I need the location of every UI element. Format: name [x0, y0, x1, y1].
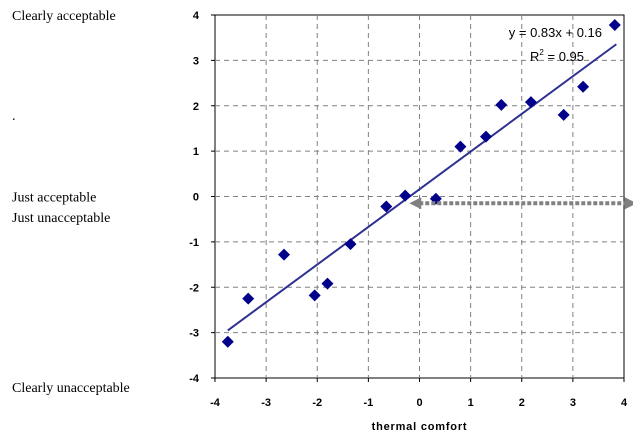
r-squared-prefix: R	[530, 49, 539, 64]
data-point	[321, 277, 334, 290]
acceptability-labels: Clearly acceptable. Just acceptable Just u…	[12, 9, 130, 396]
data-point	[380, 200, 393, 213]
double-arrow	[409, 197, 633, 210]
data-point	[495, 98, 508, 111]
data-point	[278, 248, 291, 261]
x-axis-label: thermal comfort	[372, 421, 468, 433]
x-tick-label: -3	[261, 397, 271, 409]
x-tick-label: 1	[468, 397, 474, 409]
x-tick-label: -4	[210, 397, 221, 409]
y-tick-label: -4	[189, 373, 200, 385]
x-tick-label: 4	[621, 397, 628, 409]
arrow-head-left	[409, 197, 422, 210]
x-axis-ticks: -4 -3 -2 -1 0 1 2 3 4	[210, 378, 628, 409]
data-point	[608, 18, 621, 31]
r-squared-value: = 0.95	[544, 49, 584, 64]
gridlines	[215, 15, 624, 378]
y-tick-label: 0	[193, 192, 199, 204]
data-point	[524, 96, 537, 109]
x-tick-label: 2	[519, 397, 525, 409]
data-point	[454, 140, 467, 153]
x-tick-label: 0	[416, 397, 422, 409]
x-tick-label: 3	[570, 397, 576, 409]
acceptability-label: Clearly acceptable	[12, 9, 116, 24]
arrow-head-right	[624, 197, 633, 210]
r-squared-exponent: 2	[539, 48, 544, 57]
data-points	[221, 18, 621, 348]
r-squared-label: R2 = 0.95	[530, 48, 584, 64]
trendline-equation: y = 0.83x + 0.16	[509, 25, 602, 40]
y-axis-ticks: -4 -3 -2 -1 0 1 2 3 4	[189, 10, 215, 385]
y-tick-label: -2	[189, 282, 199, 294]
y-tick-label: 4	[193, 10, 200, 22]
data-point	[221, 335, 234, 348]
trend-line	[227, 43, 617, 332]
data-point	[242, 292, 255, 305]
y-tick-label: 3	[193, 55, 199, 67]
acceptability-label: Just acceptable	[12, 191, 96, 206]
acceptability-label: Clearly unacceptable	[12, 381, 130, 396]
y-tick-label: -1	[189, 237, 199, 249]
x-tick-label: -1	[363, 397, 373, 409]
x-tick-label: -2	[312, 397, 322, 409]
data-point	[577, 80, 590, 93]
data-point	[557, 108, 570, 121]
data-point	[344, 238, 357, 251]
data-point	[308, 289, 321, 302]
acceptability-label: .	[12, 109, 16, 124]
plot-area: -4 -3 -2 -1 0 1 2 3 4 -4 -3 -2 -1 0 1 2 3 4	[189, 10, 633, 409]
data-point	[399, 189, 412, 202]
y-tick-label: 1	[193, 146, 199, 158]
y-tick-label: 2	[193, 101, 199, 113]
data-point	[479, 130, 492, 143]
acceptability-label: Just unacceptable	[12, 211, 110, 226]
y-tick-label: -3	[189, 328, 199, 340]
